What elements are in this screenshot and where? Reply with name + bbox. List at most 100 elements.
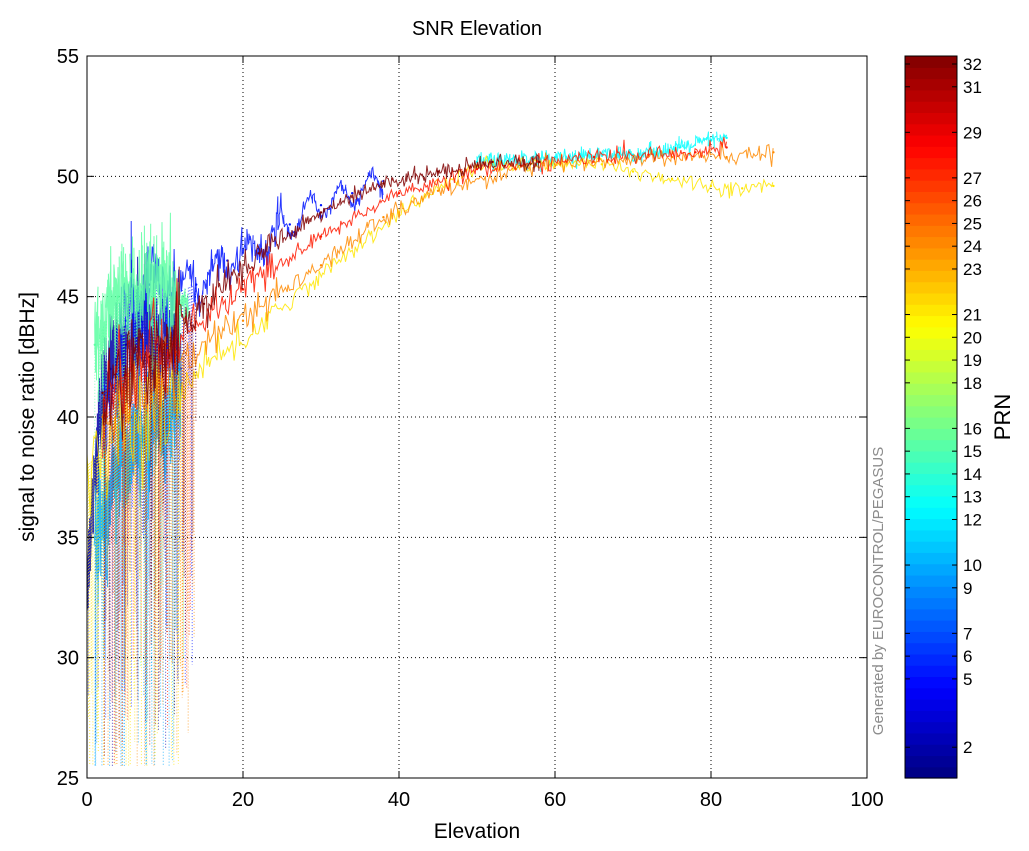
colorbar-swatch	[905, 473, 957, 486]
colorbar-tick-label: 32	[963, 55, 982, 74]
x-tick-label: 100	[850, 789, 883, 811]
data-point	[288, 223, 291, 226]
colorbar-tick-label: 6	[963, 647, 972, 666]
colorbar-swatch	[905, 236, 957, 249]
data-point	[538, 160, 541, 164]
colorbar-swatch	[905, 642, 957, 655]
data-point	[772, 151, 775, 154]
colorbar-swatch	[905, 744, 957, 757]
series-prn-32	[101, 153, 541, 756]
colorbar-tick-label: 27	[963, 169, 982, 188]
series-line-prn-15	[94, 212, 189, 402]
colorbar-tick-label: 5	[963, 670, 972, 689]
colorbar-swatch	[905, 168, 957, 181]
data-point	[678, 146, 681, 149]
colorbar-swatch	[905, 417, 957, 429]
data-point	[319, 235, 323, 238]
colorbar-swatch	[905, 292, 957, 305]
colorbar-tick-label: 15	[963, 442, 982, 461]
data-point	[241, 319, 245, 322]
colorbar-tick-label: 16	[963, 419, 982, 438]
data-point	[257, 252, 260, 255]
colorbar-frame	[904, 55, 958, 779]
colorbar-swatch	[905, 191, 957, 204]
data-point	[436, 189, 440, 192]
data-point	[694, 151, 697, 154]
colorbar-tick-label: 14	[963, 465, 982, 484]
colorbar-tick-label: 9	[963, 579, 972, 598]
colorbar-tick-label: 26	[963, 192, 982, 211]
y-tick-label: 50	[57, 166, 79, 188]
colorbar-tick-label: 7	[963, 624, 972, 643]
colorbar-swatch	[905, 89, 957, 102]
y-tick-label: 40	[57, 407, 79, 429]
plot-area	[87, 56, 867, 778]
data-point	[117, 295, 120, 298]
colorbar-swatch	[905, 563, 957, 576]
x-axis-label: Elevation	[434, 820, 520, 843]
colorbar-tick-label: 21	[963, 306, 982, 325]
data-point	[670, 177, 674, 180]
colorbar-label: PRN	[990, 394, 1015, 440]
colorbar-swatch	[905, 766, 957, 779]
colorbar-swatch	[905, 349, 957, 362]
colorbar-swatch	[905, 315, 957, 328]
data-point	[741, 187, 744, 190]
x-tick-label: 80	[700, 789, 722, 811]
data-point	[140, 288, 143, 291]
colorbar-tick-label: 2	[963, 738, 972, 757]
data-layer	[87, 131, 775, 766]
colorbar-swatch	[905, 450, 957, 463]
data-point	[382, 216, 385, 219]
x-tick-label: 20	[232, 789, 254, 811]
colorbar-swatch	[905, 123, 957, 136]
data-point	[725, 136, 728, 140]
colorbar-swatch	[905, 586, 957, 599]
colorbar-swatch	[905, 304, 957, 317]
colorbar-swatch	[905, 608, 957, 621]
data-point	[772, 184, 775, 188]
colorbar-tick-label: 12	[963, 510, 982, 529]
colorbar-swatch	[905, 326, 957, 339]
tick-layer: 0 20 40 60 80 100 25 30 35 40 45 50 55	[57, 46, 884, 811]
colorbar-swatch	[905, 495, 957, 508]
data-point	[382, 182, 385, 185]
colorbar-swatch	[905, 710, 957, 723]
colorbar-tick-label: 25	[963, 214, 982, 233]
colorbar-swatch	[905, 529, 957, 542]
colorbar-swatch	[905, 259, 957, 271]
data-point	[148, 355, 151, 359]
data-point	[101, 391, 104, 395]
x-tick-label: 60	[544, 789, 566, 811]
colorbar-swatch	[905, 56, 957, 68]
series-line-prn-20	[87, 153, 774, 516]
colorbar-swatch	[905, 721, 957, 734]
colorbar-swatch	[905, 134, 957, 147]
data-point	[491, 160, 494, 164]
colorbar-swatch	[905, 518, 957, 531]
colorbar-swatch	[905, 281, 957, 294]
colorbar-swatch	[905, 202, 957, 215]
colorbar-tick-label: 31	[963, 78, 982, 97]
colorbar-swatch	[905, 484, 957, 497]
data-point	[725, 146, 728, 149]
data-point	[163, 290, 167, 294]
colorbar-swatch	[905, 676, 957, 689]
y-tick-label: 35	[57, 527, 79, 549]
colorbar-swatch	[905, 597, 957, 610]
colorbar-swatch	[905, 146, 957, 159]
colorbar-swatch	[905, 338, 957, 350]
colorbar-swatch	[905, 360, 957, 373]
colorbar-swatch	[905, 180, 957, 192]
data-point	[319, 204, 323, 207]
watermark-text: Generated by EUROCONTROL/PEGASUS	[870, 447, 887, 735]
data-point	[709, 184, 713, 188]
colorbar-swatch	[905, 383, 957, 396]
colorbar-swatch	[905, 665, 957, 678]
grid-layer	[87, 56, 867, 778]
colorbar-tick-label: 20	[963, 328, 982, 347]
data-point	[397, 191, 401, 195]
data-point	[187, 307, 190, 310]
data-point	[319, 264, 323, 267]
